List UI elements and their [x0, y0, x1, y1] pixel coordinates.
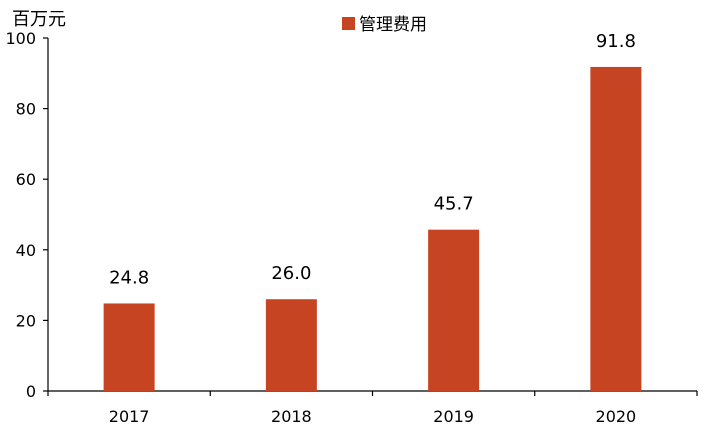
data-labels: 24.8 26.0 45.7 91.8: [109, 31, 636, 289]
legend: 管理费用: [342, 15, 427, 35]
y-tick-label: 20: [16, 311, 36, 330]
y-axis-unit-label: 百万元: [12, 9, 66, 30]
bar: [103, 303, 155, 391]
y-tick-label: 60: [16, 170, 36, 189]
x-tick-label: 2018: [271, 407, 312, 426]
legend-swatch: [342, 17, 355, 30]
bar-value-label: 26.0: [271, 263, 311, 284]
x-axis-ticks: 2017 2018 2019 2020: [47, 391, 698, 426]
bar-series: [103, 66, 642, 392]
y-tick-label: 80: [16, 100, 36, 119]
y-tick-label: 100: [5, 29, 36, 48]
legend-label: 管理费用: [359, 15, 427, 35]
x-tick-label: 2020: [596, 407, 637, 426]
x-tick-label: 2017: [109, 407, 150, 426]
bar-value-label: 91.8: [596, 31, 636, 52]
y-tick-label: 0: [26, 382, 36, 401]
y-axis-ticks: 0 20 40 60 80 100: [5, 29, 48, 401]
bar: [590, 66, 642, 392]
y-tick-label: 40: [16, 241, 36, 260]
bar: [265, 299, 317, 391]
bar-value-label: 24.8: [109, 267, 149, 288]
bar-value-label: 45.7: [434, 194, 474, 215]
x-tick-label: 2019: [433, 407, 474, 426]
bar: [428, 229, 480, 391]
